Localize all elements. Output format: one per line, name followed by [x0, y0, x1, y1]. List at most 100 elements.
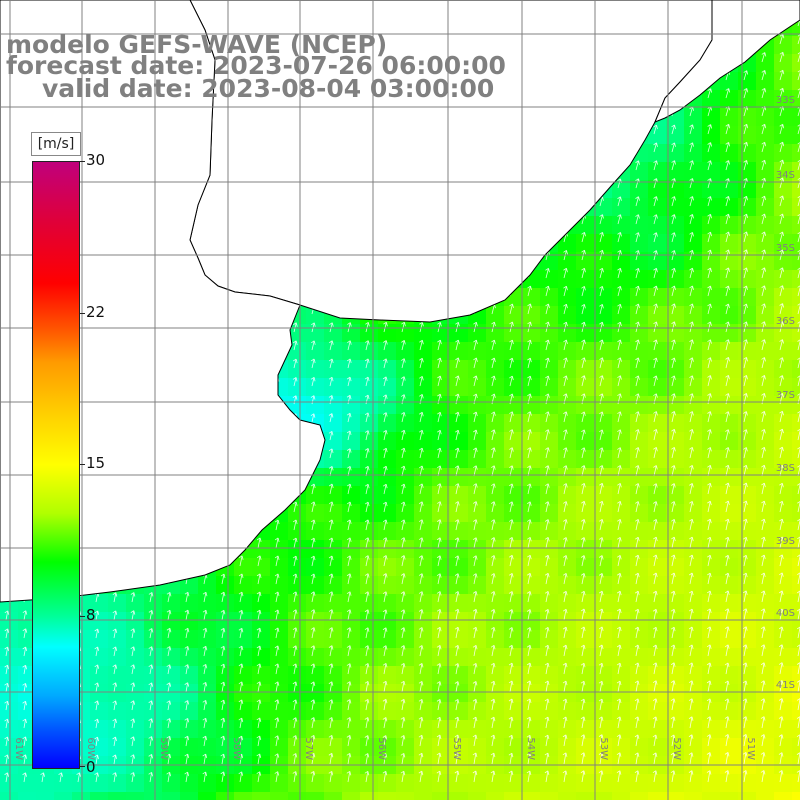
wind-cell: [648, 594, 667, 613]
wind-cell: [666, 684, 685, 703]
colorbar-tick-30: 30: [86, 151, 106, 169]
wind-arrow: [671, 160, 676, 171]
wind-cell: [126, 792, 145, 800]
wind-arrow: [220, 627, 226, 639]
wind-cell: [774, 450, 793, 469]
wind-arrow: [689, 357, 694, 369]
wind-cell: [270, 666, 289, 685]
wind-cell: [468, 396, 487, 415]
wind-cell: [630, 738, 649, 757]
wind-arrow: [527, 536, 532, 549]
wind-cell: [576, 396, 595, 415]
wind-arrow: [599, 447, 604, 459]
wind-cell: [360, 792, 379, 800]
wind-cell: [0, 648, 19, 667]
wind-arrow: [743, 447, 748, 459]
wind-arrow: [112, 754, 117, 765]
wind-cell: [576, 468, 595, 487]
wind-arrow: [166, 735, 172, 747]
wind-arrow: [4, 610, 10, 621]
wind-arrow: [4, 754, 9, 765]
wind-arrow: [148, 754, 154, 765]
wind-arrow: [491, 447, 496, 459]
wind-cell: [144, 738, 163, 757]
wind-arrow: [202, 735, 208, 747]
wind-cell: [414, 540, 433, 559]
wind-arrow: [527, 447, 532, 459]
wind-cell: [720, 414, 739, 433]
wind-arrow: [760, 770, 766, 783]
wind-arrow: [184, 753, 190, 765]
wind-cell: [180, 684, 199, 703]
wind-cell: [90, 738, 109, 757]
wind-arrow: [544, 770, 550, 783]
wind-arrow: [400, 770, 406, 783]
latitude-label: 33S: [776, 95, 795, 106]
wind-cell: [486, 486, 505, 505]
wind-cell: [720, 504, 739, 523]
wind-arrow: [779, 339, 784, 351]
wind-cell: [684, 324, 703, 343]
wind-arrow: [545, 447, 550, 459]
wind-arrow: [526, 591, 532, 603]
wind-cell: [720, 738, 739, 757]
wind-arrow: [778, 680, 784, 693]
wind-arrow: [454, 681, 460, 693]
wind-cell: [288, 684, 307, 703]
wind-cell: [540, 684, 559, 703]
wind-cell: [648, 666, 667, 685]
wind-arrow: [563, 465, 568, 477]
wind-cell: [612, 504, 631, 523]
wind-arrow: [616, 662, 622, 675]
wind-arrow: [112, 772, 117, 783]
wind-cell: [522, 702, 541, 721]
wind-cell: [342, 522, 361, 541]
wind-cell: [558, 612, 577, 631]
wind-cell: [756, 774, 775, 793]
wind-arrow: [743, 429, 748, 441]
wind-arrow: [166, 753, 172, 765]
wind-cell: [774, 612, 793, 631]
wind-arrow: [707, 429, 712, 441]
wind-cell: [576, 666, 595, 685]
wind-arrow: [635, 214, 640, 225]
wind-arrow: [166, 771, 172, 783]
wind-arrow: [598, 644, 604, 657]
wind-arrow: [562, 752, 568, 765]
wind-arrow: [490, 680, 496, 693]
wind-cell: [702, 324, 721, 343]
wind-cell: [702, 198, 721, 217]
wind-arrow: [346, 753, 352, 765]
wind-cell: [360, 504, 379, 523]
wind-cell: [684, 468, 703, 487]
wind-arrow: [274, 555, 280, 567]
wind-arrow: [220, 609, 226, 621]
wind-cell: [756, 486, 775, 505]
wind-cell: [414, 774, 433, 793]
wind-cell: [126, 738, 145, 757]
wind-arrow: [94, 754, 99, 765]
wind-cell: [702, 504, 721, 523]
wind-arrow: [328, 466, 334, 477]
wind-cell: [18, 666, 37, 685]
wind-cell: [756, 342, 775, 361]
wind-arrow: [779, 177, 785, 189]
wind-cell: [54, 792, 73, 800]
wind-arrow: [292, 699, 298, 711]
wind-cell: [432, 468, 451, 487]
wind-arrow: [418, 698, 424, 711]
wind-arrow: [797, 52, 800, 63]
wind-arrow: [490, 501, 496, 513]
wind-cell: [234, 648, 253, 667]
wind-cell: [504, 414, 523, 433]
wind-cell: [702, 720, 721, 739]
wind-cell: [450, 684, 469, 703]
wind-cell: [612, 468, 631, 487]
wind-cell: [504, 738, 523, 757]
wind-arrow: [779, 572, 784, 585]
wind-cell: [774, 432, 793, 451]
wind-arrow: [365, 340, 370, 351]
wind-cell: [576, 252, 595, 271]
wind-arrow: [544, 537, 550, 549]
wind-arrow: [635, 554, 640, 567]
